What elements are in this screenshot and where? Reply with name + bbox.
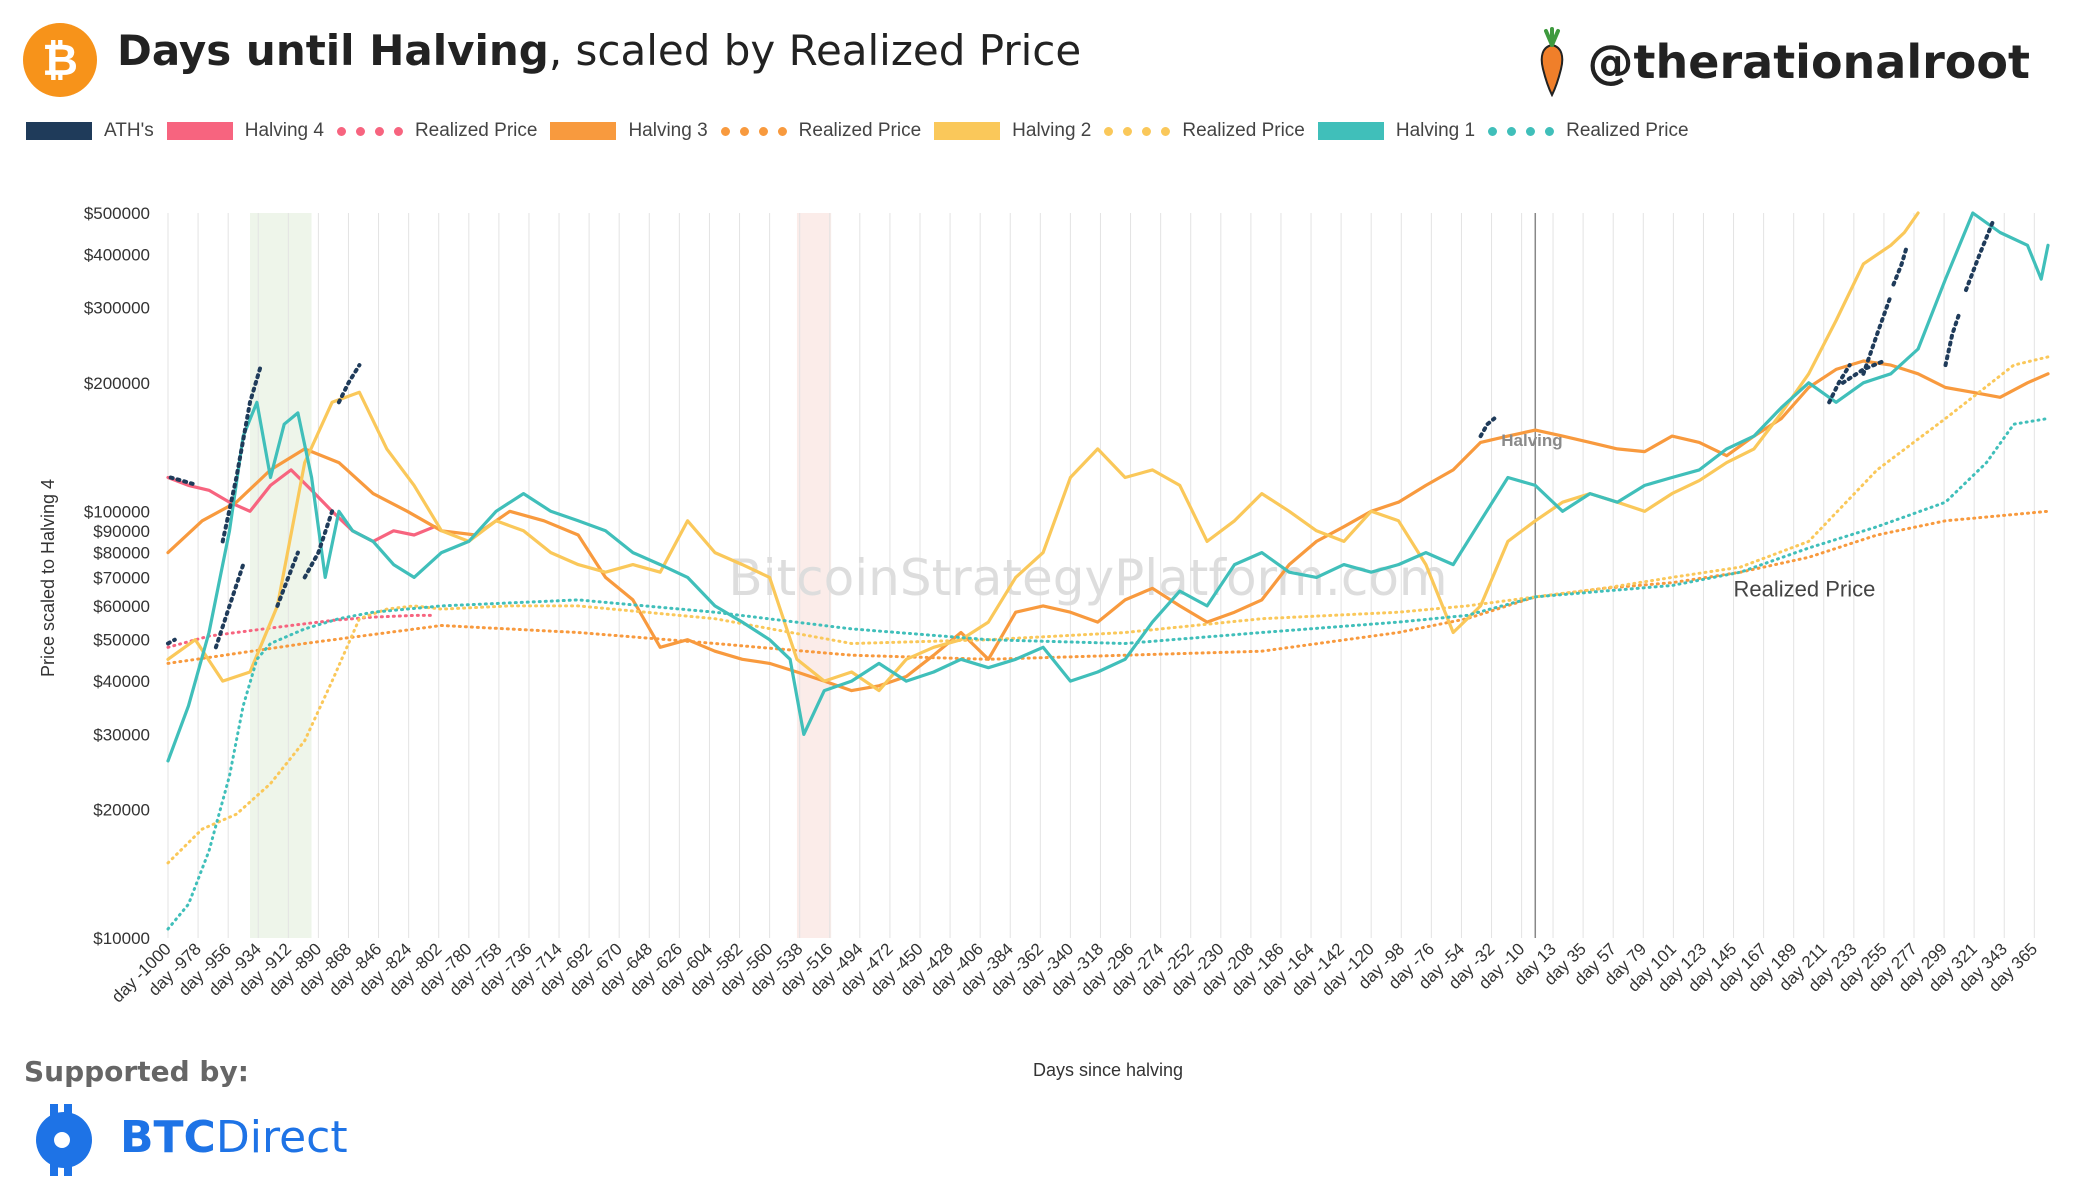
ath-segment xyxy=(302,509,335,580)
y-tick-label: $50000 xyxy=(93,631,150,650)
legend-swatch xyxy=(1488,126,1555,136)
legend-item[interactable]: ATH's xyxy=(26,120,154,142)
legend-item[interactable]: Halving 1 xyxy=(1317,120,1476,142)
chart-annotation: Realized Price xyxy=(1734,577,1876,602)
author-handle: @therationalroot xyxy=(1587,35,2030,89)
svg-text:₿: ₿ xyxy=(42,35,78,86)
legend-label: Halving 1 xyxy=(1395,120,1476,141)
legend-item[interactable]: Realized Price xyxy=(336,120,538,142)
y-tick-label: $30000 xyxy=(93,725,150,744)
y-tick-label: $80000 xyxy=(93,544,150,563)
series-line-4 xyxy=(166,211,1920,693)
legend-label: Halving 4 xyxy=(244,120,324,141)
legend-swatch xyxy=(336,126,403,136)
legend-item[interactable]: Realized Price xyxy=(1104,120,1305,142)
legend-item[interactable]: Realized Price xyxy=(720,120,922,142)
y-tick-label: $90000 xyxy=(93,522,150,541)
y-tick-label: $20000 xyxy=(93,801,150,820)
y-tick-label: $400000 xyxy=(84,245,150,264)
legend-label: Realized Price xyxy=(798,120,922,141)
series-line-6 xyxy=(166,211,2050,763)
legend-swatch xyxy=(550,122,617,140)
y-tick-label: $60000 xyxy=(93,597,150,616)
series-line-1 xyxy=(166,613,437,649)
header: ₿ Days until Halving, scaled by Realized… xyxy=(0,0,2080,115)
x-axis-label: Days since halving xyxy=(1033,1060,1183,1080)
legend-swatch xyxy=(934,122,1001,140)
carrot-icon xyxy=(1540,27,1563,97)
author-handle-block: @therationalroot xyxy=(1534,22,2030,102)
ath-segment xyxy=(1943,312,1962,368)
title-bold: Days until Halving xyxy=(117,26,549,75)
series-line-2 xyxy=(166,359,2050,693)
series-line-3 xyxy=(166,509,2050,665)
btcdirect-wordmark: BTCDirect xyxy=(120,1112,348,1163)
ath-segment xyxy=(275,550,300,608)
legend-label: Halving 2 xyxy=(1012,120,1092,141)
legend-item[interactable]: Realized Price xyxy=(1488,120,1689,142)
y-tick-label: $10000 xyxy=(93,929,150,948)
ath-segment xyxy=(1891,243,1910,287)
chart-legend: ATH's Halving 4 Realized Price Halving 3 Rea… xyxy=(26,116,1702,146)
ath-segment xyxy=(1861,293,1893,376)
legend-item[interactable]: Halving 4 xyxy=(166,120,324,142)
legend-label: Realized Price xyxy=(414,120,538,141)
btcdirect-logo-icon xyxy=(36,1104,92,1176)
y-tick-label: $100000 xyxy=(84,502,150,521)
legend-swatch xyxy=(720,126,787,136)
watermark: BitcoinStrategyPlatform.com xyxy=(728,549,1447,607)
chart-title: Days until Halving, scaled by Realized P… xyxy=(117,26,1081,75)
legend-label: Realized Price xyxy=(1182,120,1305,141)
legend-label: Halving 3 xyxy=(628,120,708,141)
legend-item[interactable]: Halving 2 xyxy=(934,120,1091,142)
ath-segment xyxy=(220,363,263,544)
ath-segment xyxy=(1840,359,1886,385)
legend-swatch xyxy=(1104,126,1171,136)
legend-label: Realized Price xyxy=(1566,120,1689,141)
legend-label: ATH's xyxy=(104,120,154,141)
legend-swatch xyxy=(1317,122,1384,140)
btcdirect-bold: BTC xyxy=(120,1112,216,1163)
shaded-region xyxy=(250,213,312,938)
legend-swatch xyxy=(166,122,233,140)
legend-swatch xyxy=(26,122,92,140)
bitcoin-logo-icon: ₿ xyxy=(23,23,97,97)
series-line-7 xyxy=(166,417,2050,931)
ath-segment xyxy=(213,562,246,650)
y-tick-label: $40000 xyxy=(93,672,150,691)
btcdirect-rest: Direct xyxy=(215,1112,348,1163)
ath-segment xyxy=(1964,218,1996,292)
y-tick-label: $500000 xyxy=(84,204,150,223)
series-line-5 xyxy=(166,355,2050,865)
ath-segment xyxy=(1478,416,1497,439)
supported-by-label: Supported by: xyxy=(24,1055,249,1088)
title-rest: , scaled by Realized Price xyxy=(548,26,1082,75)
ath-segment xyxy=(166,637,177,646)
legend-item[interactable]: Halving 3 xyxy=(550,120,708,142)
y-tick-label: $300000 xyxy=(84,299,150,318)
ath-segment xyxy=(168,475,195,486)
ath-segment xyxy=(336,363,362,405)
chart-annotation: Halving xyxy=(1501,431,1562,450)
ath-segment xyxy=(1827,363,1852,405)
y-axis-label: Price scaled to Halving 4 xyxy=(38,479,58,677)
y-tick-label: $200000 xyxy=(84,374,150,393)
shaded-region xyxy=(796,213,832,938)
y-tick-label: $70000 xyxy=(93,568,150,587)
